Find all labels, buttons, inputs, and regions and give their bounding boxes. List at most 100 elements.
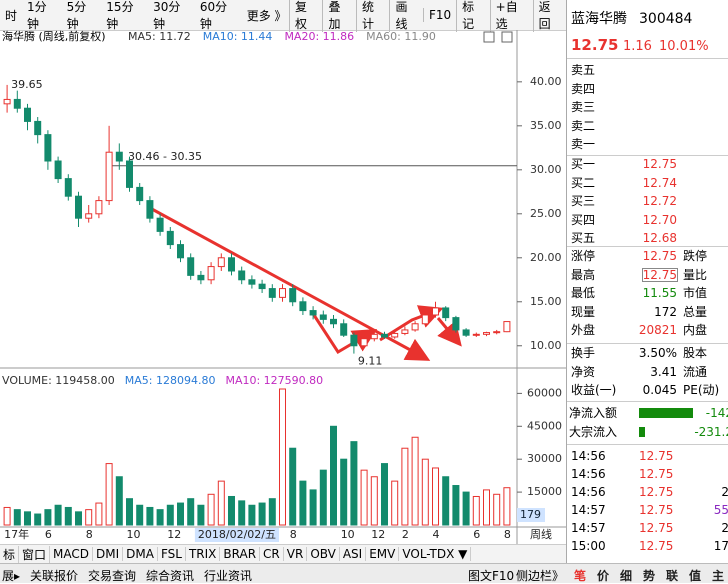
side-tab[interactable]: 势: [643, 569, 656, 583]
volume-bar: [319, 469, 327, 526]
ma-label: MA20: 11.86: [284, 30, 354, 43]
trade-time: 14:56: [571, 467, 606, 481]
trade-time: 14:57: [571, 503, 606, 517]
toolbar-button[interactable]: 标记: [456, 0, 490, 32]
volume-bar: [217, 480, 225, 526]
volume-bar: [350, 441, 358, 526]
indicator-tab[interactable]: EMV: [366, 547, 400, 561]
ma-label: MA10: 11.44: [203, 30, 273, 43]
indicator-tab[interactable]: DMA: [123, 547, 158, 561]
toolbar-button[interactable]: 1分钟: [27, 0, 47, 31]
toolbar-button[interactable]: +自选: [489, 0, 533, 32]
indicator-tab[interactable]: OBV: [307, 547, 340, 561]
y-tick-label: 60000: [527, 386, 562, 399]
flow-bar: [639, 408, 693, 418]
volume-bar: [44, 509, 52, 526]
toolbar-button[interactable]: 叠加: [322, 0, 356, 32]
candle-body: [105, 151, 113, 202]
indicator-tab[interactable]: VR: [284, 547, 308, 561]
flow-bar: [639, 427, 645, 437]
trade-price: 12.75: [639, 467, 674, 481]
x-tick-label: 6: [45, 528, 52, 541]
volume-bar: [24, 511, 31, 526]
period-label: 周线: [530, 527, 552, 541]
bottom-tab[interactable]: 交易查询: [88, 569, 137, 583]
candle-body: [309, 310, 317, 316]
side-tab[interactable]: 笔: [574, 569, 587, 583]
bottom-tab[interactable]: 综合资讯: [146, 569, 195, 583]
trade-price: 12.75: [639, 449, 674, 463]
toolbar-button[interactable]: 统计: [355, 0, 390, 32]
toolbar-button[interactable]: 复权: [288, 0, 323, 32]
candle-body: [238, 270, 246, 281]
indicator-tab[interactable]: ASI: [340, 547, 367, 561]
candle-body: [228, 257, 235, 272]
bid-label: 买五: [571, 231, 596, 246]
indicator-tab[interactable]: 窗口: [19, 545, 51, 563]
stat-value: 20821: [638, 323, 677, 338]
divider: [567, 401, 728, 402]
volume-bar: [309, 489, 317, 526]
trade-time: 14:56: [571, 449, 606, 463]
toolbar-button[interactable]: 画线: [389, 0, 423, 32]
toolbar-button[interactable]: 返回: [532, 0, 567, 32]
indicator-tab[interactable]: MACD: [50, 547, 94, 561]
volume-bar: [207, 493, 215, 526]
indicator-tab[interactable]: TRIX: [186, 547, 221, 561]
toolbar-button[interactable]: 5分钟: [66, 0, 87, 31]
volume-bar: [340, 458, 348, 526]
indicator-tab[interactable]: 标: [0, 545, 20, 563]
bottom-tab[interactable]: 侧边栏》: [516, 569, 565, 583]
ask-label: 卖三: [571, 100, 596, 115]
volume-bar: [330, 425, 337, 526]
candle-body: [442, 307, 450, 319]
volume-bar: [411, 436, 419, 526]
side-tab[interactable]: 联: [666, 569, 679, 583]
y-tick-label: 10.00: [530, 339, 562, 352]
candle-body: [146, 200, 154, 219]
stat-label: 换手: [571, 346, 596, 360]
toolbar-button[interactable]: 时: [5, 8, 18, 23]
bid-label: 买二: [571, 175, 596, 190]
bottom-tab[interactable]: 展▸: [2, 569, 21, 583]
side-tab[interactable]: 细: [620, 569, 633, 583]
side-tab[interactable]: 值: [689, 569, 702, 583]
candle-body: [483, 332, 490, 335]
indicator-tab[interactable]: BRAR: [220, 547, 261, 561]
indicator-tab[interactable]: DMI: [93, 547, 124, 561]
toolbar-button[interactable]: 60分钟: [199, 0, 228, 31]
stat-label: 跌停: [683, 249, 708, 263]
volume-bar: [401, 447, 409, 526]
divider: [567, 155, 728, 156]
side-tab[interactable]: 主: [712, 569, 725, 583]
side-tab[interactable]: 价: [597, 569, 610, 583]
candle-body: [207, 266, 215, 281]
low-label: 9.11: [358, 355, 383, 368]
candle-body: [24, 107, 31, 122]
toolbar-button[interactable]: 15分钟: [106, 0, 134, 31]
indicator-tab[interactable]: CR: [260, 547, 284, 561]
volume-bar: [299, 480, 307, 526]
bottom-tab[interactable]: 图文F10: [468, 569, 515, 583]
volume-bar: [289, 447, 297, 526]
toolbar-button[interactable]: 更多 》: [246, 8, 287, 23]
volume-bar: [166, 504, 174, 526]
y-tick-label: 40.00: [530, 75, 562, 88]
divider: [567, 246, 728, 247]
toolbar-button[interactable]: 30分钟: [153, 0, 181, 31]
candle-body: [350, 334, 358, 347]
candle-body: [197, 274, 205, 281]
indicator-tab[interactable]: FSL: [158, 547, 186, 561]
bottom-tab[interactable]: 关联报价: [30, 569, 79, 583]
stat-label: 市值: [683, 286, 708, 301]
toolbar-button[interactable]: F10: [422, 8, 456, 22]
candle-body: [187, 257, 195, 276]
indicator-tab[interactable]: VOL-TDX ▼: [399, 547, 472, 561]
volume-bar: [370, 476, 378, 526]
change: 1.16: [623, 39, 652, 54]
candle-body: [217, 257, 225, 268]
volume-label: VOLUME: 119458.00: [2, 374, 115, 387]
icon: [483, 31, 495, 43]
y-tick-label: 35.00: [530, 119, 562, 132]
bottom-tab[interactable]: 行业资讯: [204, 569, 253, 583]
